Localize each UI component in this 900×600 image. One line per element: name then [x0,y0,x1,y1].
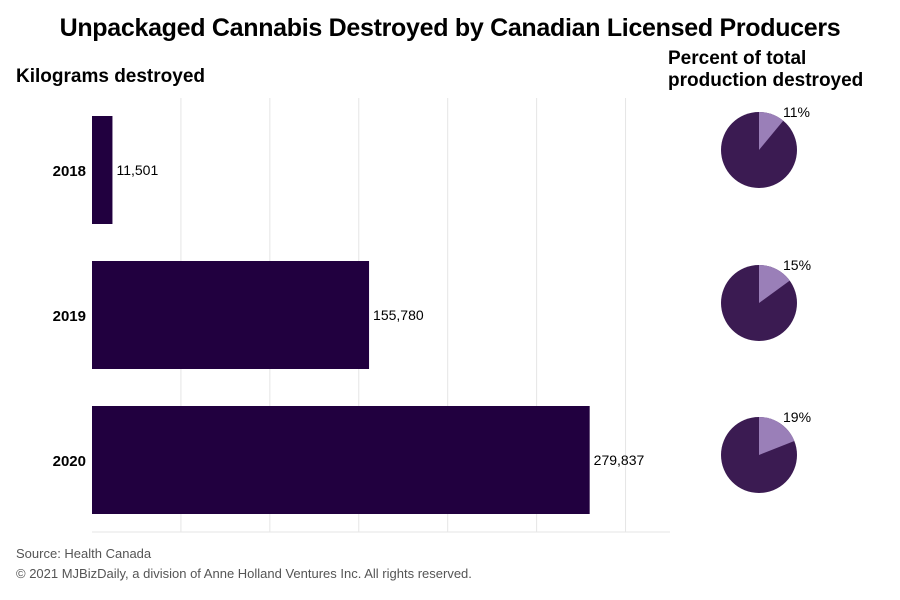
bar-chart-heading: Kilograms destroyed [16,66,205,87]
category-label-2019: 2019 [53,308,86,325]
pie-label-2020: 19% [783,409,811,425]
bar-2019 [92,261,370,369]
category-label-2020: 2020 [53,453,86,470]
source-note: Source: Health Canada [16,546,152,561]
pie-label-2018: 11% [783,104,810,120]
value-label-2019: 155,780 [373,307,424,323]
pie-slice-2019 [759,265,790,303]
pie-slice-2020 [759,417,795,455]
pie-chart-heading: Percent of total production destroyed [668,48,863,92]
pie-label-2019: 15% [783,257,811,273]
pie-slice-2018 [759,112,784,150]
value-label-2018: 11,501 [116,162,158,178]
copyright-note: © 2021 MJBizDaily, a division of Anne Ho… [16,566,472,581]
bar-2020 [92,406,590,514]
chart-title: Unpackaged Cannabis Destroyed by Canadia… [59,14,841,42]
pie-heading-line2: production destroyed [668,70,864,91]
pie-heading-line1: Percent of total [668,48,807,69]
bar-2018 [92,116,113,224]
value-label-2020: 279,837 [594,452,645,468]
category-label-2018: 2018 [53,163,86,180]
